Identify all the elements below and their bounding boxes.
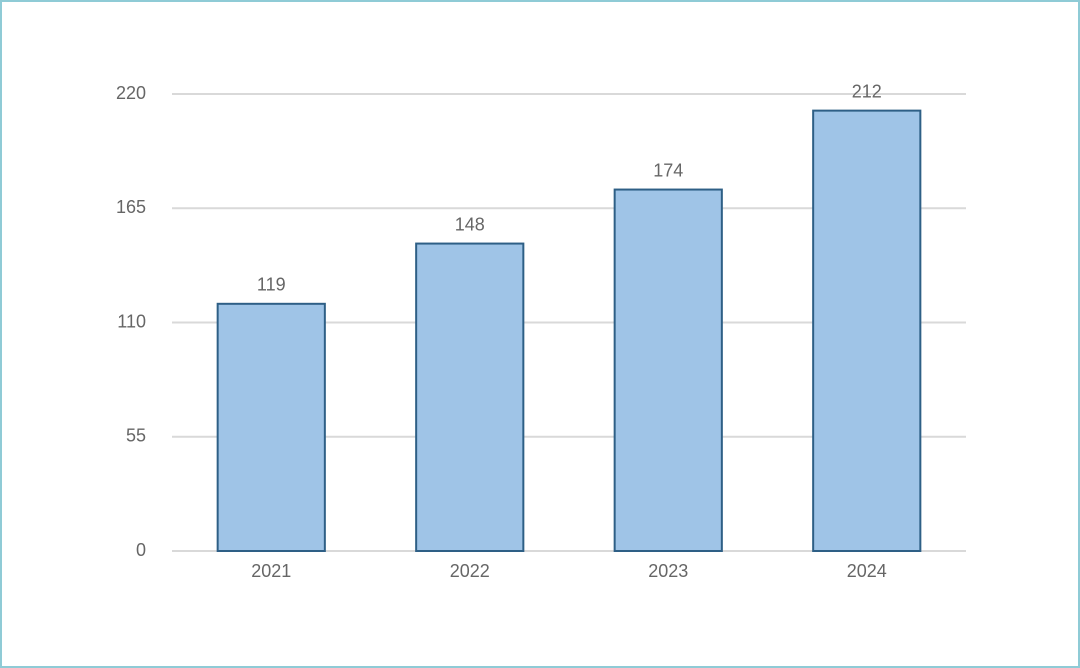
y-tick-label: 110 [117, 311, 146, 331]
bar [812, 109, 922, 552]
x-tick-label: 2021 [251, 561, 291, 581]
bar [415, 242, 525, 552]
bar [613, 188, 723, 553]
y-tick-label: 165 [116, 197, 146, 217]
data-label: 119 [257, 275, 286, 295]
y-tick-label: 0 [136, 540, 146, 560]
data-label: 148 [455, 214, 485, 234]
y-tick-label: 55 [126, 426, 146, 446]
x-tick-label: 2024 [847, 561, 887, 581]
y-tick-label: 220 [116, 83, 146, 103]
x-tick-label: 2022 [450, 561, 490, 581]
x-tick-label: 2023 [648, 561, 688, 581]
data-label: 174 [653, 160, 683, 180]
data-label: 212 [852, 81, 882, 101]
bar [216, 302, 326, 552]
